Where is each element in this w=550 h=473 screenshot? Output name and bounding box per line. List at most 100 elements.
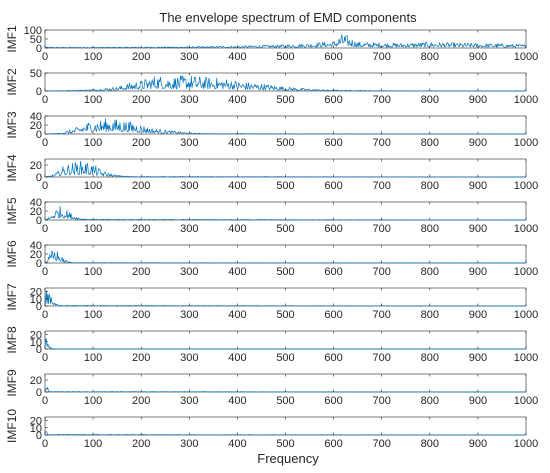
x-tick-label: 600 bbox=[324, 309, 342, 321]
y-tick-label: 0 bbox=[36, 387, 42, 399]
x-tick-label: 300 bbox=[180, 94, 198, 106]
x-tick-label: 200 bbox=[132, 137, 150, 149]
x-tick-label: 0 bbox=[42, 395, 48, 407]
y-axis-label: IMF3 bbox=[5, 111, 19, 139]
x-tick-label: 0 bbox=[42, 223, 48, 235]
x-tick-label: 700 bbox=[373, 137, 391, 149]
x-tick-label: 500 bbox=[276, 180, 294, 192]
y-tick-label: 10 bbox=[30, 337, 42, 349]
x-tick-label: 600 bbox=[324, 266, 342, 278]
x-tick-label: 1000 bbox=[514, 352, 538, 364]
x-tick-label: 800 bbox=[421, 180, 439, 192]
x-tick-label: 1000 bbox=[514, 180, 538, 192]
x-tick-label: 100 bbox=[84, 180, 102, 192]
y-tick-label: 0 bbox=[36, 86, 42, 98]
x-tick-label: 1000 bbox=[514, 309, 538, 321]
x-tick-label: 800 bbox=[421, 309, 439, 321]
imf-subplot: 0 100 200 300 400 500 600 700 800 900 1000050100IM… bbox=[5, 25, 538, 63]
x-tick-label: 700 bbox=[373, 94, 391, 106]
y-axis-label: IMF10 bbox=[5, 409, 19, 443]
x-tick-label: 100 bbox=[84, 94, 102, 106]
y-tick-label: 0 bbox=[36, 172, 42, 184]
x-tick-label: 700 bbox=[373, 309, 391, 321]
x-tick-label: 300 bbox=[180, 137, 198, 149]
x-tick-label: 1000 bbox=[514, 223, 538, 235]
x-tick-label: 900 bbox=[469, 137, 487, 149]
y-tick-label: 20 bbox=[30, 416, 42, 428]
x-tick-label: 600 bbox=[324, 223, 342, 235]
y-tick-label: 0 bbox=[36, 344, 42, 356]
x-tick-label: 1000 bbox=[514, 266, 538, 278]
x-tick-label: 300 bbox=[180, 438, 198, 450]
x-tick-label: 400 bbox=[228, 223, 246, 235]
x-tick-label: 700 bbox=[373, 51, 391, 63]
x-tick-label: 700 bbox=[373, 395, 391, 407]
x-tick-label: 900 bbox=[469, 395, 487, 407]
x-tick-label: 0 bbox=[42, 51, 48, 63]
x-tick-label: 700 bbox=[373, 180, 391, 192]
x-tick-label: 300 bbox=[180, 51, 198, 63]
x-tick-label: 1000 bbox=[514, 438, 538, 450]
y-tick-label: 10 bbox=[30, 423, 42, 435]
x-tick-label: 100 bbox=[84, 137, 102, 149]
x-tick-label: 900 bbox=[469, 223, 487, 235]
y-tick-label: 20 bbox=[30, 287, 42, 299]
x-tick-label: 600 bbox=[324, 395, 342, 407]
x-tick-label: 100 bbox=[84, 309, 102, 321]
y-tick-label: 0 bbox=[36, 301, 42, 313]
axes-frame bbox=[44, 287, 527, 307]
imf-subplot: 0 100 200 300 400 500 600 700 800 900 1000 020 IMF9 bbox=[5, 369, 538, 407]
x-tick-label: 500 bbox=[276, 266, 294, 278]
x-tick-label: 400 bbox=[228, 94, 246, 106]
y-axis-label: IMF1 bbox=[5, 25, 19, 53]
x-tick-label: 600 bbox=[324, 51, 342, 63]
x-tick-label: 400 bbox=[228, 137, 246, 149]
axes-frame bbox=[44, 330, 527, 350]
subplot-stack: 0 100 200 300 400 500 600 700 800 900 1000050100IM… bbox=[5, 25, 538, 450]
y-axis-label: IMF2 bbox=[5, 68, 19, 96]
x-tick-label: 0 bbox=[42, 352, 48, 364]
imf-subplot: 0 100 200 300 400 500 600 700 800 900 1000 020 IMF4 bbox=[5, 154, 538, 192]
x-tick-label: 200 bbox=[132, 352, 150, 364]
y-tick-label: 40 bbox=[30, 111, 42, 123]
x-tick-label: 700 bbox=[373, 438, 391, 450]
x-tick-label: 100 bbox=[84, 395, 102, 407]
x-tick-label: 100 bbox=[84, 223, 102, 235]
x-tick-label: 300 bbox=[180, 180, 198, 192]
x-tick-label: 800 bbox=[421, 51, 439, 63]
y-axis-label: IMF9 bbox=[5, 369, 19, 397]
x-tick-label: 400 bbox=[228, 180, 246, 192]
x-tick-label: 200 bbox=[132, 438, 150, 450]
x-tick-label: 200 bbox=[132, 395, 150, 407]
chart-title: The envelope spectrum of EMD components bbox=[159, 10, 417, 25]
x-tick-label: 500 bbox=[276, 223, 294, 235]
y-tick-label: 20 bbox=[30, 120, 42, 132]
y-tick-label: 0 bbox=[36, 430, 42, 442]
x-tick-label: 600 bbox=[324, 137, 342, 149]
x-tick-label: 100 bbox=[84, 352, 102, 364]
x-tick-label: 200 bbox=[132, 309, 150, 321]
x-tick-label: 200 bbox=[132, 94, 150, 106]
x-tick-label: 500 bbox=[276, 309, 294, 321]
y-tick-label: 20 bbox=[30, 330, 42, 342]
x-tick-label: 1000 bbox=[514, 94, 538, 106]
x-tick-label: 800 bbox=[421, 94, 439, 106]
x-tick-label: 1000 bbox=[514, 51, 538, 63]
axes-frame bbox=[44, 244, 527, 264]
x-tick-label: 300 bbox=[180, 223, 198, 235]
x-tick-label: 400 bbox=[228, 352, 246, 364]
x-tick-label: 100 bbox=[84, 438, 102, 450]
y-tick-label: 40 bbox=[30, 197, 42, 209]
axes-frame bbox=[44, 416, 527, 436]
x-tick-label: 200 bbox=[132, 51, 150, 63]
x-tick-label: 800 bbox=[421, 266, 439, 278]
x-tick-label: 500 bbox=[276, 438, 294, 450]
x-tick-label: 900 bbox=[469, 438, 487, 450]
x-tick-label: 900 bbox=[469, 180, 487, 192]
x-tick-label: 0 bbox=[42, 180, 48, 192]
x-tick-label: 800 bbox=[421, 137, 439, 149]
x-tick-label: 800 bbox=[421, 438, 439, 450]
